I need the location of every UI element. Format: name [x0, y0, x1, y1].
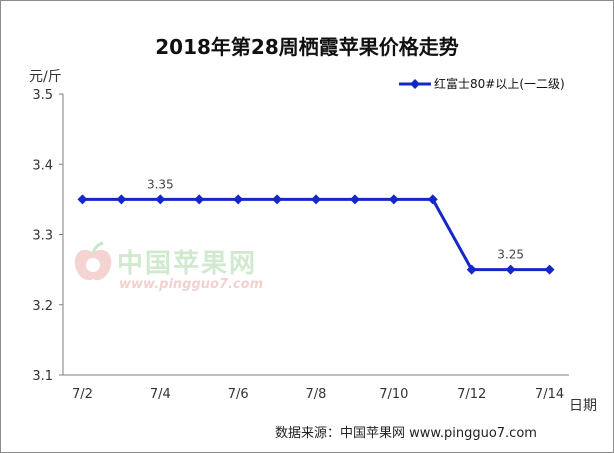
data-point	[272, 194, 283, 205]
data-point	[349, 194, 360, 205]
data-point	[194, 194, 205, 205]
y-tick-label: 3.2	[32, 299, 53, 314]
legend-label: 红富士80#以上(一二级)	[434, 76, 565, 91]
x-tick-label: 7/12	[457, 387, 486, 402]
x-tick-label: 7/14	[535, 387, 564, 402]
data-point	[427, 194, 438, 205]
y-tick-label: 3.1	[32, 369, 53, 384]
x-axis-label: 日期	[569, 398, 597, 414]
data-label: 3.25	[497, 248, 524, 262]
legend-marker	[410, 79, 420, 89]
y-tick-label: 3.5	[32, 88, 53, 103]
data-point	[544, 264, 555, 275]
x-tick-label: 7/2	[72, 387, 93, 402]
data-point	[77, 194, 88, 205]
data-point	[155, 194, 166, 205]
watermark-text-url: www.pingguo7.com	[119, 277, 264, 292]
y-tick-label: 3.4	[32, 158, 53, 173]
data-point	[311, 194, 321, 205]
x-tick-label: 7/4	[150, 387, 171, 402]
x-tick-label: 7/6	[228, 387, 249, 402]
y-tick-label: 3.3	[32, 229, 53, 244]
watermark: 中国苹果网 www.pingguo7.com	[73, 241, 263, 292]
data-point	[505, 264, 516, 275]
apple-logo-icon	[74, 241, 112, 281]
y-axis-label: 元/斤	[29, 69, 62, 85]
data-point	[233, 194, 244, 205]
source-note: 数据来源：中国苹果网 www.pingguo7.com	[275, 426, 537, 441]
data-point	[116, 194, 127, 205]
x-tick-label: 7/10	[379, 387, 408, 402]
data-point	[388, 194, 399, 205]
data-label: 3.35	[147, 177, 174, 191]
watermark-text-cn: 中国苹果网	[117, 249, 258, 279]
series-line	[82, 197, 550, 272]
data-point	[466, 264, 477, 275]
x-tick-label: 7/8	[306, 387, 327, 402]
chart-title: 2018年第28周栖霞苹果价格走势	[155, 35, 459, 59]
